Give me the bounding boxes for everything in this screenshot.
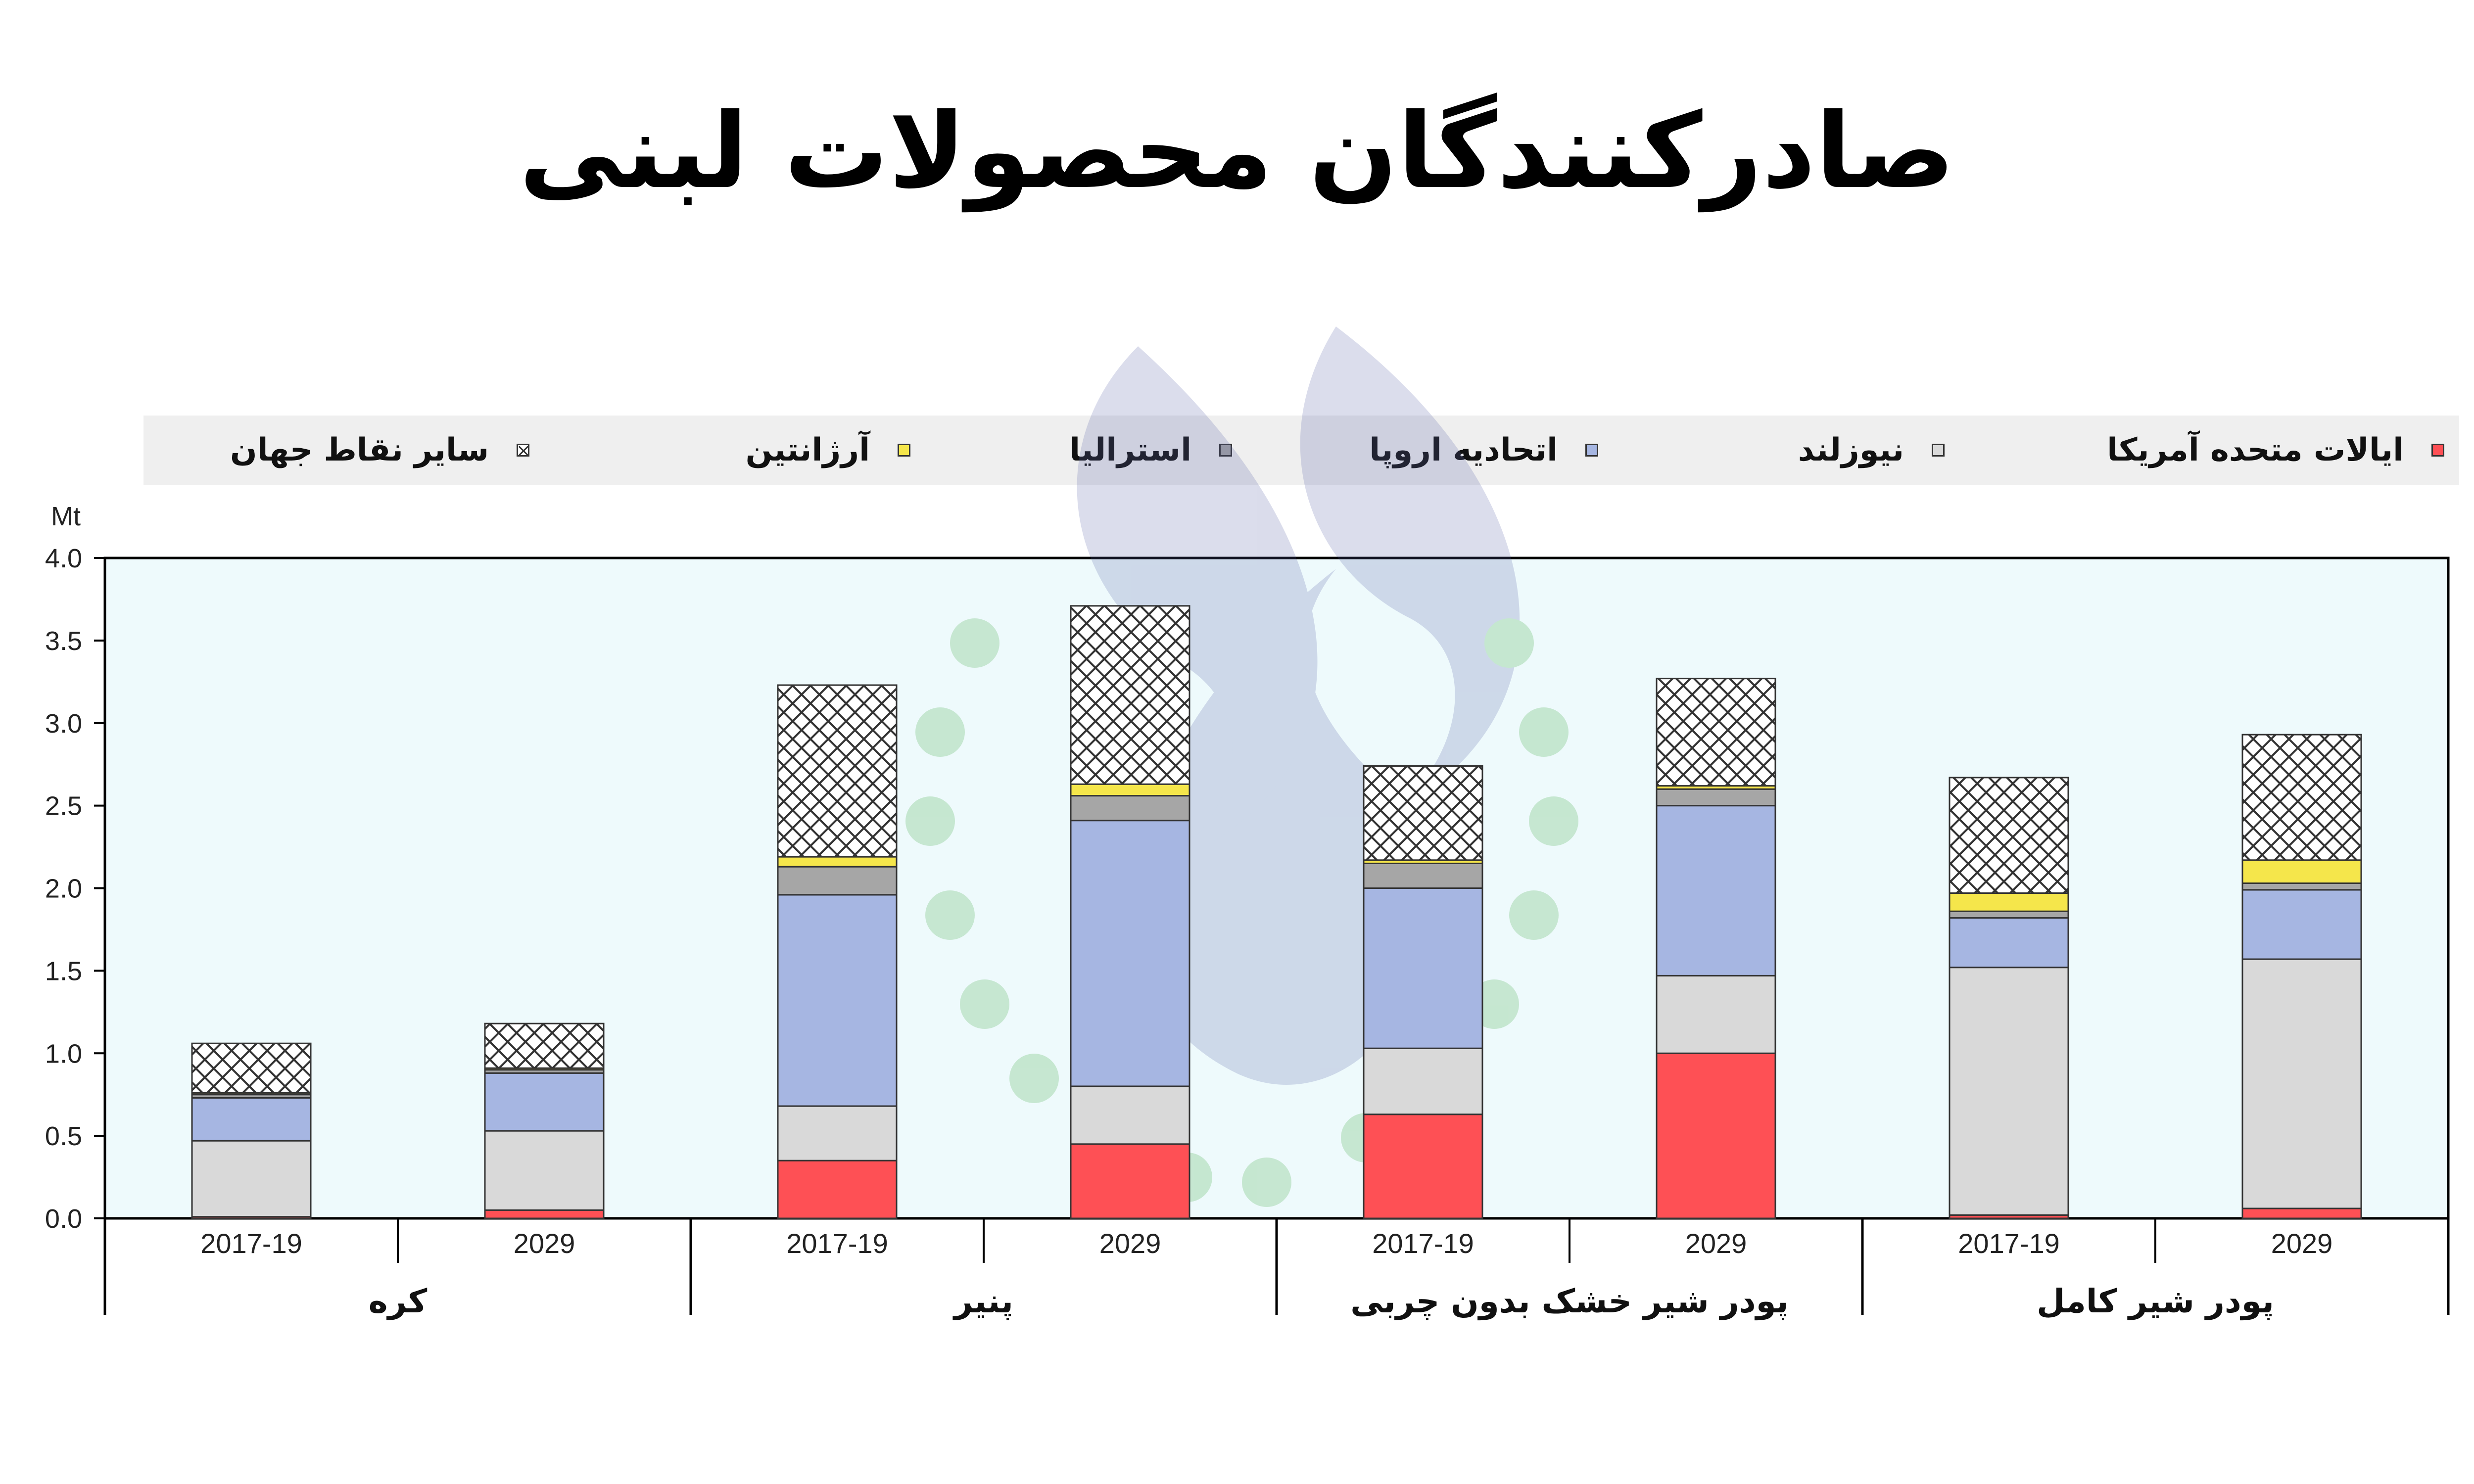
bar-segment-usa: [1363, 1113, 1483, 1219]
bar-segment-row: [191, 1042, 312, 1094]
y-tick-label: 1.0: [45, 1039, 82, 1068]
legend-label-aus: استرالیا: [1069, 432, 1191, 468]
bar-segment-row: [484, 1022, 605, 1069]
bar-segment-arg: [1070, 783, 1190, 797]
legend-item-eu: اتحادیه اروپا: [1369, 416, 1598, 485]
bar-segment-eu: [777, 894, 898, 1107]
bar-segment-eu: [1949, 917, 2069, 969]
legend-swatch-usa: [2431, 444, 2444, 457]
legend-swatch-aus: [1219, 444, 1232, 457]
bar-segment-row: [1363, 765, 1483, 861]
bar-segment-nz: [1363, 1047, 1483, 1115]
y-tick-label: 4.0: [45, 544, 82, 573]
bar-segment-nz: [777, 1105, 898, 1161]
bar-segment-row: [777, 684, 898, 858]
bar-segment-aus: [1949, 910, 2069, 919]
bar-segment-eu: [191, 1097, 312, 1142]
legend-label-usa: ایالات متحده آمریکا: [2107, 432, 2404, 468]
legend-label-nz: نیوزلند: [1798, 432, 1904, 468]
x-axis: 2017-19 2029 کره 2017-19 2029 پنیر 2017-19 2029…: [103, 1218, 2450, 1321]
x-group-label: پودر شیر خشک بدون چربی: [1350, 1282, 1789, 1321]
legend-item-arg: آرژانتین: [746, 416, 910, 485]
bar-segment-row: [1949, 777, 2069, 894]
legend-swatch-nz: [1932, 444, 1945, 457]
bar-segment-eu: [2241, 889, 2362, 960]
x-category-label: 2017-19: [1958, 1228, 2060, 1259]
bar-segment-aus: [1070, 795, 1190, 822]
legend-item-usa: ایالات متحده آمریکا: [2107, 416, 2444, 485]
page-title: صادرکنندگان محصولات لبنی: [519, 91, 1955, 212]
bar-segment-usa: [484, 1209, 605, 1219]
bar-segment-eu: [1070, 820, 1190, 1087]
legend-item-aus: استرالیا: [1069, 416, 1232, 485]
bar-segment-nz: [484, 1130, 605, 1211]
bar-segment-row: [2241, 734, 2362, 861]
bar-segment-nz: [1070, 1085, 1190, 1145]
x-group-label: پنیر: [952, 1282, 1013, 1320]
bars-layer: [191, 605, 2362, 1219]
bar-segment-usa: [2241, 1207, 2362, 1219]
legend-swatch-row: [517, 444, 529, 457]
y-tick-label: 1.5: [45, 956, 82, 986]
legend-swatch-eu: [1585, 444, 1598, 457]
bar-segment-eu: [1363, 887, 1483, 1049]
x-group-label: پودر شیر کامل: [2037, 1282, 2274, 1321]
legend-label-eu: اتحادیه اروپا: [1369, 432, 1558, 468]
x-category-label: 2029: [1099, 1228, 1161, 1259]
bar-segment-usa: [1656, 1052, 1776, 1219]
y-tick-label: 2.0: [45, 874, 82, 904]
bar-segment-nz: [2241, 958, 2362, 1209]
bar-segment-nz: [191, 1140, 312, 1218]
y-tick-label: 3.0: [45, 709, 82, 739]
legend-label-arg: آرژانتین: [745, 432, 870, 468]
legend-swatch-arg: [898, 444, 910, 457]
y-axis-unit: Mt: [51, 502, 81, 531]
bar-segment-aus: [777, 866, 898, 896]
y-tick-label: 2.5: [45, 791, 82, 821]
bar-segment-usa: [777, 1159, 898, 1219]
bar-segment-aus: [1656, 788, 1776, 807]
y-tick-label: 3.5: [45, 626, 82, 656]
y-tick-label: 0.0: [45, 1204, 82, 1234]
bar-segment-row: [1656, 678, 1776, 787]
bar-segment-aus: [2241, 882, 2362, 891]
bar-segment-arg: [777, 856, 898, 868]
bar-segment-arg: [1949, 892, 2069, 912]
y-axis: 0.0 0.5 1.0 1.5 2.0 2.5 3.0 3.5 4.0: [45, 544, 105, 1234]
legend-label-row: سایر نقاط جهان: [230, 432, 489, 468]
bar-segment-eu: [1656, 805, 1776, 976]
bar-segment-nz: [1656, 974, 1776, 1054]
x-category-label: 2029: [514, 1228, 575, 1259]
x-category-label: 2029: [1685, 1228, 1747, 1259]
bar-segment-eu: [484, 1072, 605, 1132]
x-group-label: کره: [369, 1282, 428, 1320]
x-category-label: 2017-19: [786, 1228, 888, 1259]
bar-segment-usa: [1070, 1143, 1190, 1219]
chart-legend: ایالات متحده آمریکا نیوزلند اتحادیه اروپ…: [143, 416, 2459, 485]
bar-segment-arg: [2241, 859, 2362, 884]
bar-segment-aus: [1363, 862, 1483, 889]
logo-watermark: [905, 326, 1578, 1207]
x-category-label: 2017-19: [1372, 1228, 1474, 1259]
y-tick-label: 0.5: [45, 1121, 82, 1151]
x-category-label: 2017-19: [200, 1228, 302, 1259]
x-category-label: 2029: [2271, 1228, 2333, 1259]
bar-segment-nz: [1949, 967, 2069, 1216]
bar-segment-row: [1070, 605, 1190, 785]
legend-item-row: سایر نقاط جهان: [230, 416, 529, 485]
legend-item-nz: نیوزلند: [1798, 416, 1945, 485]
